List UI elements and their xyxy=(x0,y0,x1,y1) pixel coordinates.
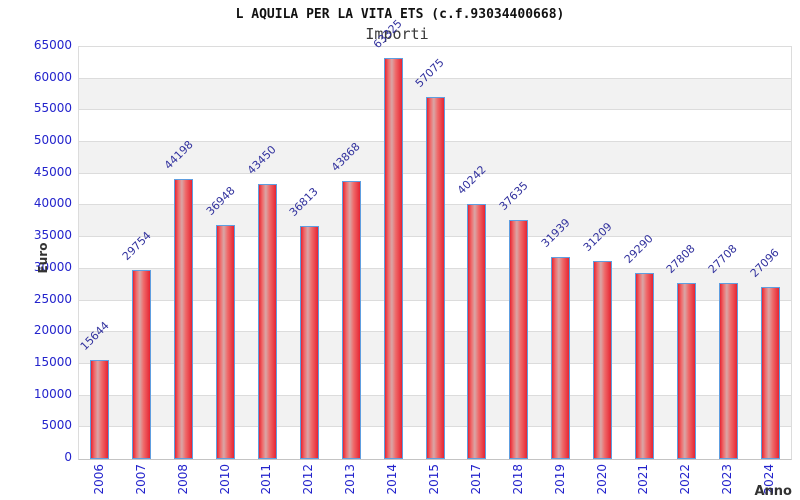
x-tick-label: 2020 xyxy=(594,464,609,495)
x-tick-label: 2006 xyxy=(91,464,106,495)
x-tick-label: 2017 xyxy=(468,464,483,495)
bar-2018 xyxy=(509,220,529,459)
y-tick-label: 65000 xyxy=(33,38,72,52)
y-tick-label: 55000 xyxy=(33,101,72,116)
y-tick-label: 20000 xyxy=(33,323,72,338)
chart-subtitle: Importi xyxy=(365,25,429,43)
x-tick-label: 2019 xyxy=(552,464,567,495)
y-tick-label: 60000 xyxy=(33,69,72,84)
bar-2023 xyxy=(718,283,738,459)
y-tick-label: 15000 xyxy=(33,354,72,369)
bar-2020 xyxy=(593,261,613,459)
x-tick-label: 2021 xyxy=(636,464,651,495)
y-axis-title: Euro xyxy=(36,242,50,274)
bar-2013 xyxy=(341,180,361,459)
x-axis-title: Anno xyxy=(754,484,792,499)
y-tick-label: 40000 xyxy=(33,196,72,211)
x-tick-label: 2011 xyxy=(259,464,274,495)
bar-2015 xyxy=(425,97,445,459)
x-tick-label: 2013 xyxy=(343,464,358,495)
y-tick-label: 5000 xyxy=(41,418,72,433)
gridline xyxy=(79,77,791,79)
y-tick-label: 0 xyxy=(64,450,72,464)
x-tick-label: 2012 xyxy=(301,464,316,495)
x-tick-label: 2010 xyxy=(217,464,232,495)
x-tick-label: 2007 xyxy=(133,464,148,495)
bar-2008 xyxy=(174,178,194,459)
chart-title: L AQUILA PER LA VITA ETS (c.f.9303440066… xyxy=(235,7,565,22)
x-tick-label: 2018 xyxy=(510,464,525,495)
bar-2024 xyxy=(760,287,780,459)
x-tick-label: 2023 xyxy=(720,464,735,495)
bar-2019 xyxy=(551,256,571,459)
y-tick-label: 50000 xyxy=(33,133,72,148)
y-tick-label: 45000 xyxy=(33,164,72,179)
bar-2012 xyxy=(299,225,319,459)
plot-area: 15644 29754 44198 36948 43450 36813 43868 63325… xyxy=(78,17,792,460)
y-tick-label: 25000 xyxy=(33,291,72,306)
x-tick-label: 2008 xyxy=(175,464,190,495)
x-tick-label: 2022 xyxy=(678,464,693,495)
y-tick-label: 30000 xyxy=(33,259,72,274)
y-tick-label: 10000 xyxy=(33,386,72,401)
bar-2017 xyxy=(467,203,487,459)
bar-2011 xyxy=(257,183,277,459)
bar-2014 xyxy=(383,57,403,459)
x-tick-label: 2014 xyxy=(385,464,400,495)
x-tick-label: 2015 xyxy=(427,464,441,495)
bar-2006 xyxy=(90,359,110,459)
bar-2021 xyxy=(634,273,654,459)
bar-2010 xyxy=(216,224,236,459)
y-tick-label: 35000 xyxy=(33,228,72,243)
bar-2007 xyxy=(132,270,152,459)
bar-2022 xyxy=(676,282,696,459)
